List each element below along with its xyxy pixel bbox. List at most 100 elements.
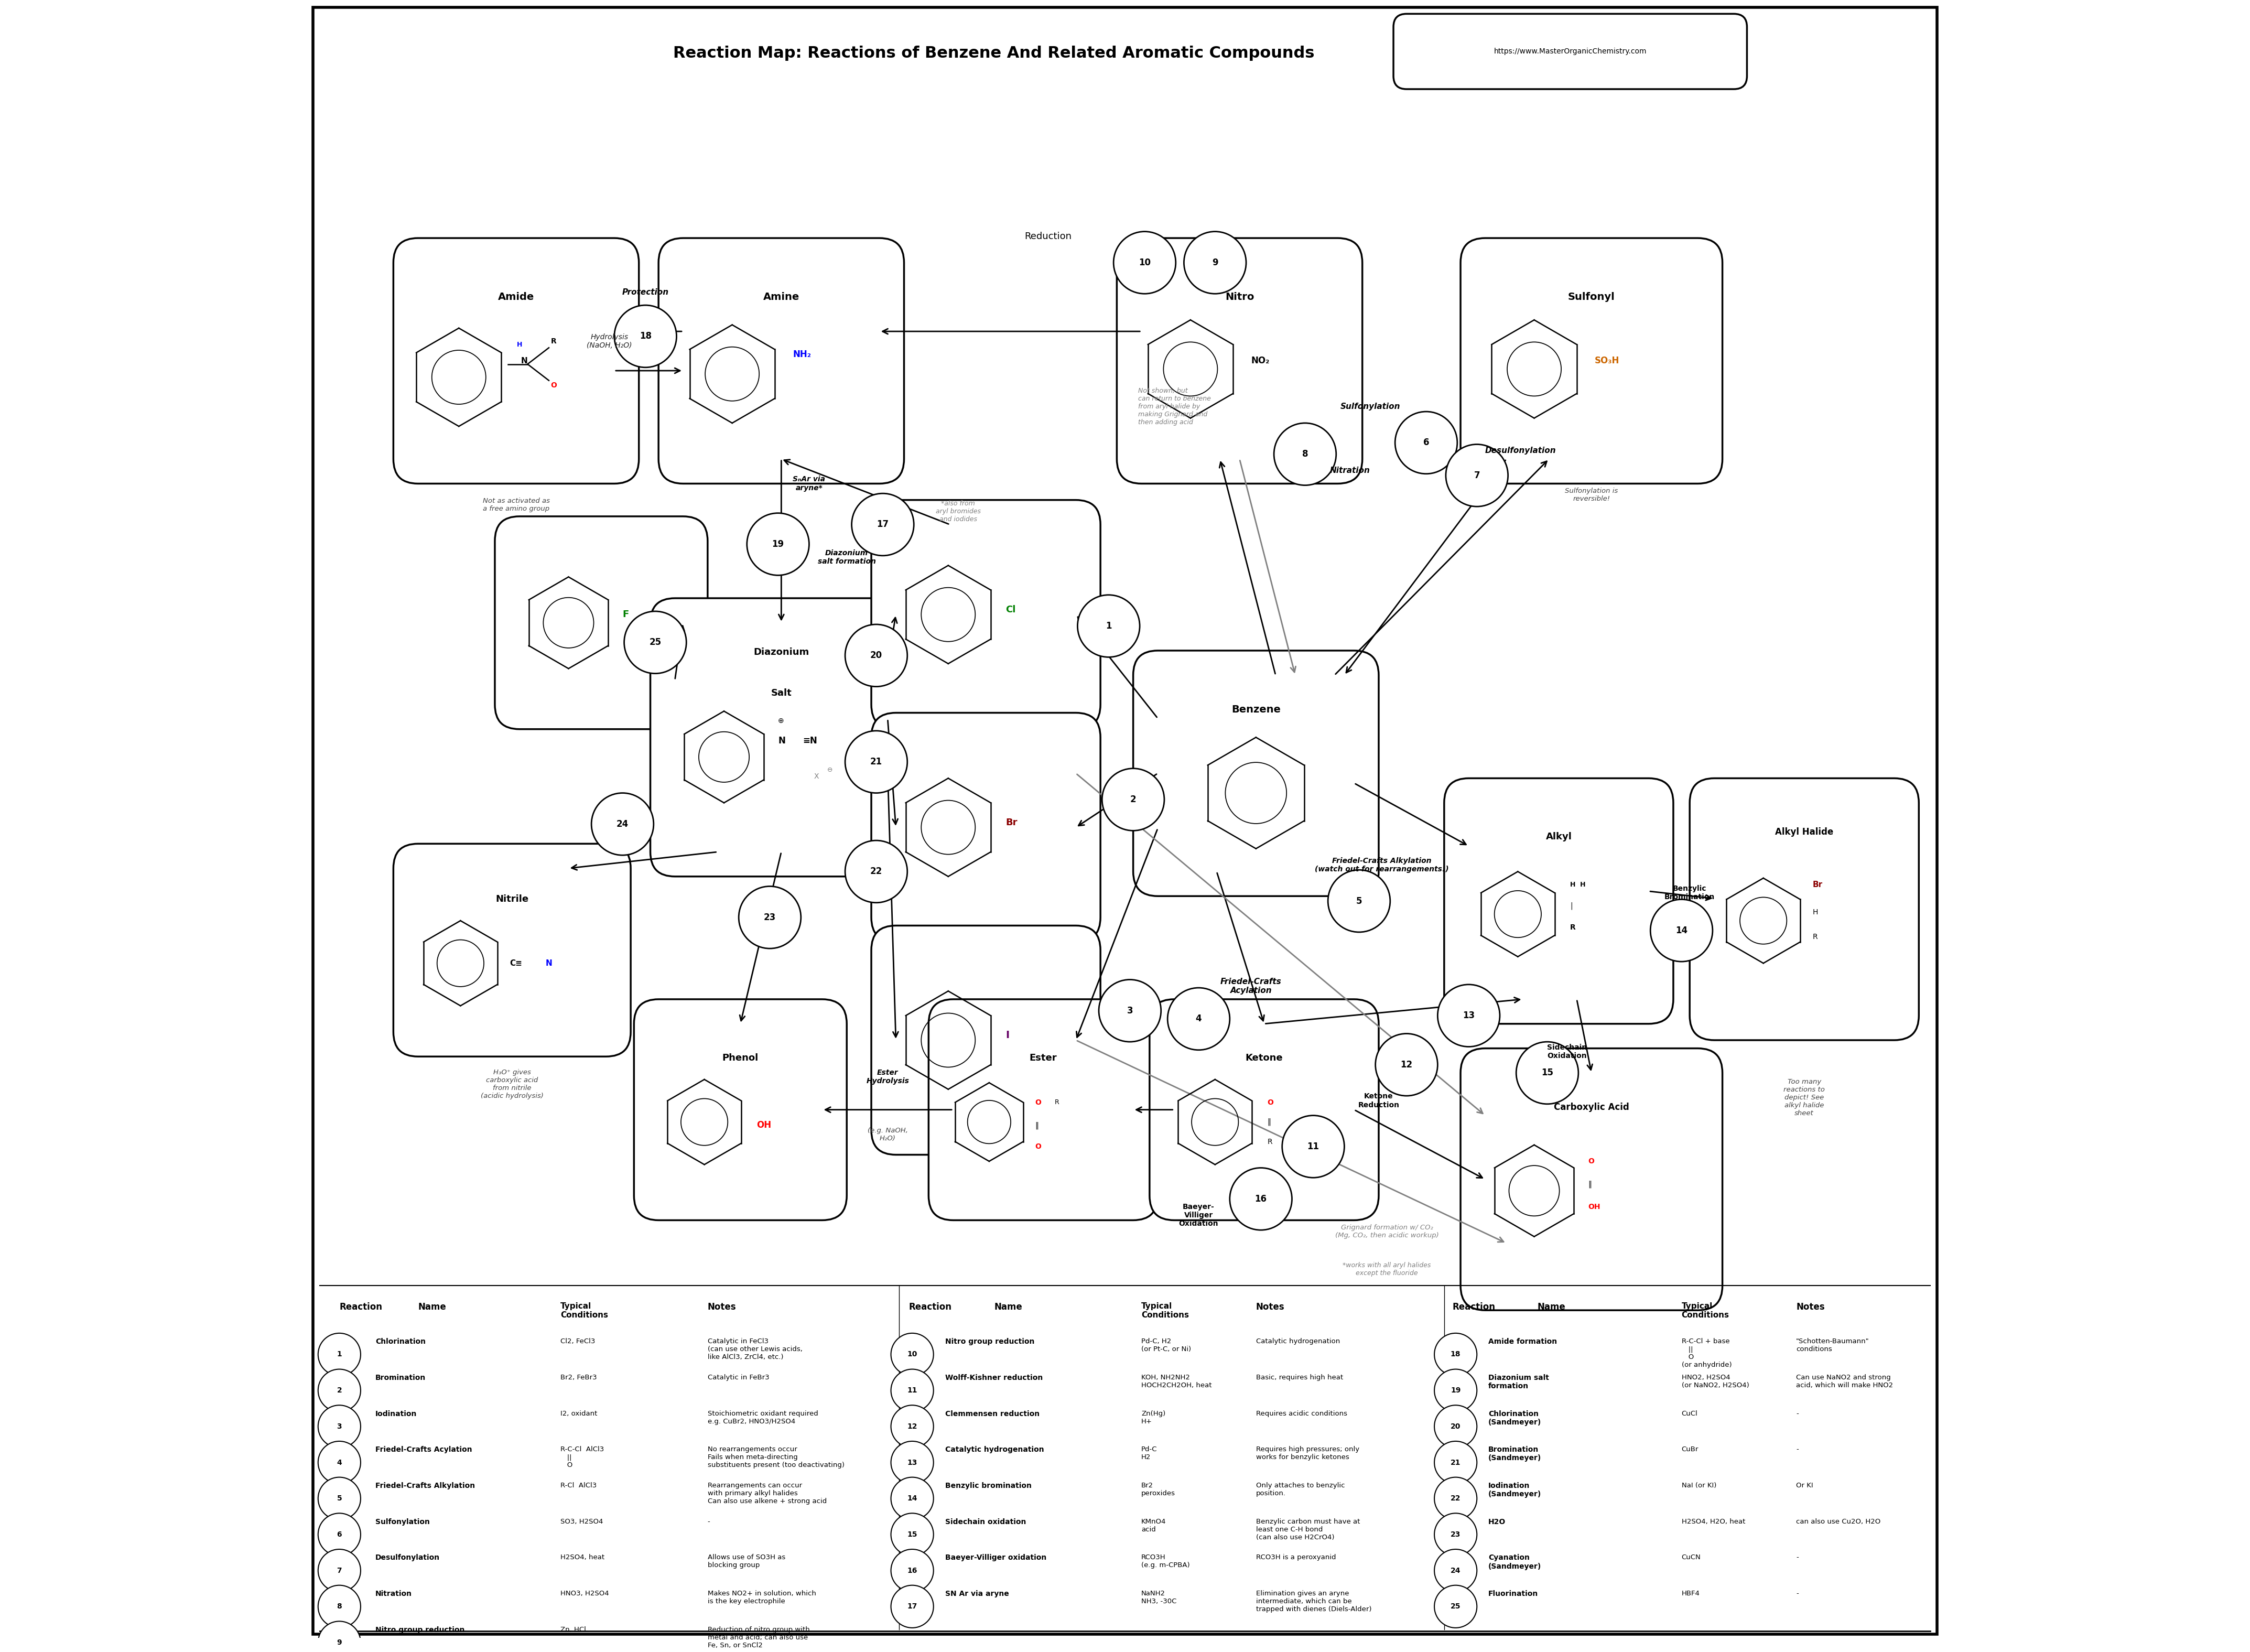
Text: Too many
reactions to
depict! See
alkyl halide
sheet: Too many reactions to depict! See alkyl … [1784, 1079, 1825, 1117]
Text: Amide: Amide [497, 292, 533, 302]
Text: Catalytic hydrogenation: Catalytic hydrogenation [945, 1446, 1044, 1454]
Text: CuCl: CuCl [1681, 1411, 1696, 1417]
Text: Nitro: Nitro [1224, 292, 1253, 302]
Text: Catalytic in FeCl3
(can use other Lewis acids,
like AlCl3, ZrCl4, etc.): Catalytic in FeCl3 (can use other Lewis … [709, 1338, 803, 1361]
Circle shape [891, 1513, 934, 1556]
Text: 11: 11 [1307, 1142, 1318, 1151]
Text: |: | [1570, 902, 1573, 910]
Text: Friedel-Crafts Alkylation
(watch out for rearrangements!): Friedel-Crafts Alkylation (watch out for… [1314, 857, 1449, 872]
Text: Clemmensen reduction: Clemmensen reduction [945, 1411, 1040, 1417]
FancyBboxPatch shape [650, 598, 911, 877]
Text: 23: 23 [763, 912, 776, 922]
Circle shape [738, 885, 801, 948]
FancyBboxPatch shape [659, 238, 904, 484]
Text: Sidechain oxidation: Sidechain oxidation [945, 1518, 1026, 1525]
Text: Sulfonylation: Sulfonylation [376, 1518, 430, 1525]
Text: 7: 7 [337, 1566, 342, 1574]
Text: Friedel-Crafts Acylation: Friedel-Crafts Acylation [376, 1446, 472, 1454]
Text: Nitro group reduction: Nitro group reduction [945, 1338, 1035, 1345]
Text: 16: 16 [1256, 1194, 1267, 1204]
Text: 6: 6 [337, 1531, 342, 1538]
Text: 24: 24 [616, 819, 628, 829]
Text: 6: 6 [1424, 438, 1429, 448]
Text: O: O [1035, 1143, 1042, 1150]
Text: R: R [1570, 923, 1575, 930]
Circle shape [317, 1586, 360, 1627]
Text: *also from
aryl bromides
and iodides: *also from aryl bromides and iodides [936, 501, 981, 522]
Text: Sulfonylation: Sulfonylation [1341, 403, 1399, 411]
Text: 1: 1 [337, 1351, 342, 1358]
Text: 9: 9 [337, 1639, 342, 1645]
Text: 3: 3 [1127, 1006, 1134, 1016]
Text: NO₂: NO₂ [1251, 357, 1269, 365]
Circle shape [1231, 1168, 1291, 1231]
Text: Sulfonylation is
reversible!: Sulfonylation is reversible! [1566, 487, 1618, 502]
Text: 18: 18 [639, 332, 652, 340]
Text: Typical
Conditions: Typical Conditions [560, 1302, 608, 1318]
Text: No rearrangements occur
Fails when meta-directing
substituents present (too deac: No rearrangements occur Fails when meta-… [709, 1446, 844, 1469]
Circle shape [1273, 423, 1336, 486]
Circle shape [1433, 1333, 1476, 1376]
FancyBboxPatch shape [871, 925, 1100, 1155]
Text: Not shown, but
can return to benzene
from aryl halide by
making Grignard and
the: Not shown, but can return to benzene fro… [1138, 388, 1210, 426]
Text: Cl2, FeCl3: Cl2, FeCl3 [560, 1338, 594, 1345]
Circle shape [846, 841, 907, 902]
Text: SₙAr via
aryne*: SₙAr via aryne* [792, 476, 826, 492]
Text: Typical
Conditions: Typical Conditions [1141, 1302, 1188, 1318]
Text: -: - [1796, 1591, 1798, 1597]
Text: Reduction: Reduction [1024, 231, 1071, 241]
Text: 15: 15 [1541, 1069, 1552, 1077]
Text: Chlorination
(Sandmeyer): Chlorination (Sandmeyer) [1487, 1411, 1541, 1426]
Text: Ester
Hydrolysis: Ester Hydrolysis [866, 1069, 909, 1085]
Text: Nitrile: Nitrile [495, 894, 529, 904]
Text: Reaction: Reaction [909, 1302, 952, 1312]
Circle shape [1168, 988, 1231, 1051]
Text: O: O [551, 382, 558, 390]
Circle shape [853, 494, 914, 555]
Text: Pd-C
H2: Pd-C H2 [1141, 1446, 1156, 1460]
FancyBboxPatch shape [495, 517, 709, 729]
Text: H₃O⁺ gives
carboxylic acid
from nitrile
(acidic hydrolysis): H₃O⁺ gives carboxylic acid from nitrile … [481, 1069, 544, 1100]
Text: Sidechain
Oxidation: Sidechain Oxidation [1548, 1044, 1586, 1059]
Text: Diazonium: Diazonium [754, 648, 810, 657]
FancyBboxPatch shape [1460, 1049, 1724, 1310]
Text: NaI (or KI): NaI (or KI) [1681, 1482, 1717, 1488]
Circle shape [1395, 411, 1458, 474]
Circle shape [891, 1477, 934, 1520]
Circle shape [317, 1477, 360, 1520]
FancyBboxPatch shape [1690, 778, 1919, 1041]
Text: Iodination: Iodination [376, 1411, 416, 1417]
Text: Reaction Map: Reactions of Benzene And Related Aromatic Compounds: Reaction Map: Reactions of Benzene And R… [673, 46, 1314, 61]
Text: Reaction: Reaction [340, 1302, 382, 1312]
Text: 5: 5 [337, 1495, 342, 1502]
Text: Ester: Ester [1028, 1054, 1058, 1062]
Text: KOH, NH2NH2
HOCH2CH2OH, heat: KOH, NH2NH2 HOCH2CH2OH, heat [1141, 1374, 1213, 1389]
Text: 15: 15 [907, 1531, 918, 1538]
Text: 20: 20 [871, 651, 882, 661]
Text: 10: 10 [1138, 258, 1150, 268]
Text: Makes NO2+ in solution, which
is the key electrophile: Makes NO2+ in solution, which is the key… [709, 1591, 817, 1604]
Text: H  H: H H [1570, 881, 1586, 889]
FancyBboxPatch shape [394, 844, 630, 1057]
Text: Nitro group reduction: Nitro group reduction [376, 1626, 466, 1634]
Text: Catalytic in FeBr3: Catalytic in FeBr3 [709, 1374, 770, 1381]
FancyBboxPatch shape [394, 238, 639, 484]
Text: Rearrangements can occur
with primary alkyl halides
Can also use alkene + strong: Rearrangements can occur with primary al… [709, 1482, 826, 1505]
Circle shape [1184, 231, 1246, 294]
Text: R: R [1267, 1138, 1273, 1145]
Text: Wolff-Kishner reduction: Wolff-Kishner reduction [945, 1374, 1042, 1381]
Text: ⊕: ⊕ [778, 717, 783, 725]
Text: 11: 11 [907, 1386, 918, 1394]
Text: Benzylic
Bromination: Benzylic Bromination [1665, 885, 1714, 900]
FancyBboxPatch shape [1444, 778, 1674, 1024]
Text: Zn(Hg)
H+: Zn(Hg) H+ [1141, 1411, 1165, 1424]
Text: Catalytic hydrogenation: Catalytic hydrogenation [1256, 1338, 1341, 1345]
Text: Name: Name [1537, 1302, 1566, 1312]
Circle shape [317, 1550, 360, 1593]
Text: Phenol: Phenol [722, 1054, 758, 1062]
FancyBboxPatch shape [1150, 999, 1379, 1221]
Text: RCO3H
(e.g. m-CPBA): RCO3H (e.g. m-CPBA) [1141, 1555, 1190, 1569]
Circle shape [1433, 1550, 1476, 1593]
Text: 3: 3 [337, 1422, 342, 1431]
Text: 22: 22 [871, 867, 882, 876]
